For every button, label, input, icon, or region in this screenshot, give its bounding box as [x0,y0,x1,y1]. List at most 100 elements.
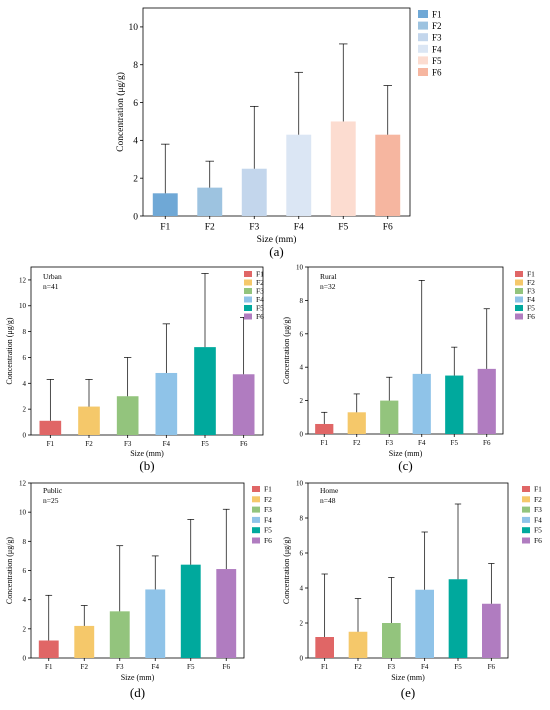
x-tick-label-f5: F5 [454,663,462,671]
bar-f2 [348,631,368,658]
y-tick-label: 6 [23,567,27,575]
x-tick-label-f3: F3 [116,663,124,671]
bar-f2 [74,625,95,658]
y-tick-label: 0 [300,654,304,662]
y-tick-label: 8 [300,297,304,305]
legend-swatch-f2 [515,279,523,286]
bar-f1 [39,420,62,435]
panel-label: (e) [401,685,415,700]
x-tick-label-f1: F1 [45,663,53,671]
legend-label-f3: F3 [432,33,442,43]
y-tick-label: 6 [133,99,138,109]
x-tick-label-f1: F1 [321,663,329,671]
legend-label-f2: F2 [256,278,264,287]
plot-frame [142,7,411,217]
y-axis-label: Concentration (μg/g) [5,537,14,604]
region-label: Urban [43,272,62,281]
legend-swatch-f1 [522,486,530,492]
panel-label: (b) [139,458,154,473]
legend-label-f3: F3 [527,287,535,296]
x-tick-label-f1: F1 [47,440,55,448]
x-tick-label-f6: F6 [383,223,393,233]
x-tick-label-f5: F5 [201,440,209,448]
legend-label-f4: F4 [534,515,542,524]
legend-swatch-f3 [522,506,530,513]
y-tick-label: 6 [23,354,27,362]
legend-swatch-f5 [418,56,428,65]
y-tick-label: 6 [300,549,304,557]
bar-f5 [180,564,201,658]
y-tick-label: 2 [133,175,138,185]
legend-swatch-f5 [515,305,523,311]
bar-f6 [216,569,237,658]
legend-label-f1: F1 [264,485,272,494]
y-tick-label: 12 [19,479,27,487]
legend-label-f2: F2 [432,21,442,31]
legend-label-f2: F2 [264,495,272,504]
bar-f2 [347,412,366,434]
plot-frame [30,482,245,659]
bar-f5 [194,347,216,435]
legend-swatch-f1 [418,10,428,18]
legend-swatch-f5 [252,527,260,534]
y-tick-label: 10 [296,479,304,487]
region-label: Home [320,486,339,495]
y-tick-label: 12 [19,276,27,284]
x-tick-label-f1: F1 [321,439,329,447]
bar-f6 [477,368,496,434]
y-tick-label: 4 [300,364,304,372]
legend-label-f6: F6 [534,536,542,545]
plot-frame [307,266,504,435]
y-tick-label: 10 [19,302,27,310]
x-tick-label-f5: F5 [338,223,348,233]
legend-swatch-f2 [522,496,530,503]
bar-f2 [78,406,100,435]
panel-label: (d) [130,685,145,700]
y-tick-label: 2 [300,619,304,627]
legend-label-f1: F1 [432,10,442,20]
legend-label-f2: F2 [527,278,535,287]
bar-f4 [286,134,312,216]
region-label: Public [43,486,63,495]
y-tick-label: 8 [133,61,138,71]
y-tick-label: 8 [23,538,27,546]
legend-swatch-f5 [522,527,530,534]
bar-f5 [448,579,468,658]
bar-f1 [152,193,178,216]
y-tick-label: 10 [19,509,27,517]
bar-f5 [445,375,464,434]
legend-swatch-f3 [418,33,428,42]
panel-label: (a) [269,244,283,259]
plot-frame [30,266,264,436]
x-axis-label: Size (mm) [389,449,423,458]
y-tick-label: 0 [300,430,304,438]
x-tick-label-f6: F6 [223,663,231,671]
sample-size-label: n=25 [43,496,59,505]
y-tick-label: 10 [129,23,139,33]
y-tick-label: 4 [133,137,138,147]
x-axis-label: Size (mm) [121,673,155,682]
x-tick-label-f6: F6 [483,439,491,447]
bar-f4 [145,589,166,658]
x-tick-label-f6: F6 [240,440,248,448]
y-tick-label: 0 [23,654,27,662]
legend-swatch-f4 [418,44,428,53]
y-axis-label: Concentration (μg/g) [5,317,14,384]
legend-label-f4: F4 [527,295,535,304]
y-tick-label: 4 [23,380,27,388]
legend-swatch-f2 [252,496,260,503]
x-tick-label-f2: F2 [205,223,215,233]
legend-label-f4: F4 [432,44,442,54]
bar-f4 [155,372,178,435]
legend-swatch-f1 [515,271,523,277]
legend-swatch-f1 [252,486,260,492]
legend-label-f5: F5 [534,526,542,535]
legend-swatch-f1 [244,271,252,277]
y-tick-label: 0 [133,212,138,222]
x-axis-label: Size (mm) [130,449,164,458]
y-axis-label: Concentration (μg/g) [115,72,126,152]
y-tick-label: 2 [300,397,304,405]
